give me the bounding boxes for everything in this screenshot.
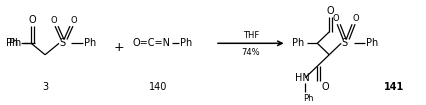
Text: Ph: Ph	[365, 38, 377, 48]
Text: O: O	[332, 14, 339, 23]
Text: O: O	[325, 6, 333, 16]
Text: O: O	[321, 82, 328, 92]
Text: Ph: Ph	[303, 94, 313, 103]
Text: Ph: Ph	[6, 38, 19, 48]
Text: HN: HN	[295, 73, 309, 83]
Text: O: O	[51, 16, 57, 25]
Text: 74%: 74%	[241, 48, 259, 57]
Text: Ph: Ph	[83, 38, 96, 48]
Text: 140: 140	[149, 82, 167, 92]
Text: +: +	[113, 41, 124, 54]
Text: S: S	[340, 38, 346, 48]
Text: O=C=N: O=C=N	[132, 38, 170, 48]
Text: O: O	[70, 16, 77, 25]
Text: S: S	[59, 38, 65, 48]
Text: O: O	[28, 15, 36, 25]
Text: Ph: Ph	[9, 38, 22, 48]
Text: O: O	[352, 14, 359, 23]
Text: Ph: Ph	[292, 38, 304, 48]
Text: THF: THF	[242, 31, 258, 40]
Text: 3: 3	[42, 82, 48, 92]
Text: Ph: Ph	[180, 38, 192, 48]
Text: 141: 141	[383, 82, 403, 92]
